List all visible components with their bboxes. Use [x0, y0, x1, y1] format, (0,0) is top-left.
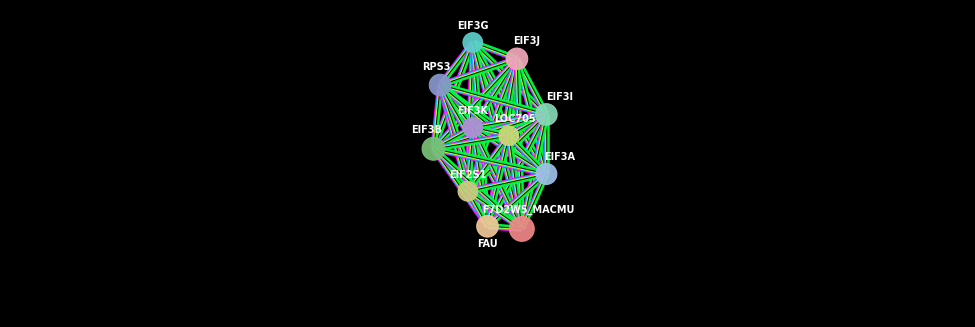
Text: EIF3A: EIF3A: [544, 151, 575, 162]
Text: F7D2W5_MACMU: F7D2W5_MACMU: [483, 204, 574, 215]
Text: EIF3G: EIF3G: [457, 21, 488, 31]
Circle shape: [422, 137, 445, 160]
Circle shape: [477, 215, 498, 237]
Circle shape: [509, 216, 534, 241]
Circle shape: [458, 181, 478, 201]
Circle shape: [535, 104, 557, 125]
Text: FAU: FAU: [477, 239, 498, 249]
Circle shape: [429, 74, 450, 96]
Text: LOC705: LOC705: [494, 114, 536, 124]
Circle shape: [499, 126, 519, 146]
Circle shape: [536, 164, 557, 184]
Circle shape: [506, 48, 527, 70]
Text: RPS3: RPS3: [422, 62, 451, 72]
Circle shape: [463, 33, 483, 52]
Text: EIF3I: EIF3I: [546, 92, 573, 102]
Text: EIF3B: EIF3B: [411, 125, 443, 135]
Text: EIF2S1: EIF2S1: [449, 169, 487, 180]
Text: EIF3J: EIF3J: [513, 36, 540, 46]
Text: EIF3K: EIF3K: [457, 106, 488, 116]
Circle shape: [463, 118, 483, 137]
